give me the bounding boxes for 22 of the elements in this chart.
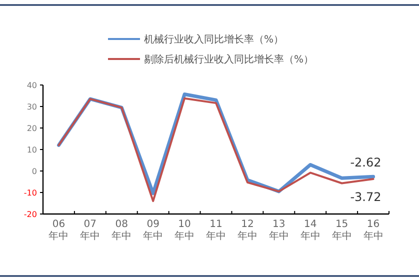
x-tick-label: 16年中 — [362, 219, 384, 243]
y-tick-label: -20 — [24, 210, 37, 219]
y-tick-label: 10 — [26, 146, 37, 154]
x-tick-label: 10年中 — [174, 219, 196, 243]
x-tick-label: 11年中 — [205, 219, 227, 243]
y-tick-label: -10 — [24, 188, 37, 198]
legend-label: 剔除后机械行业收入同比增长率（%） — [144, 54, 314, 66]
annotation: -3.72 — [350, 190, 382, 204]
annotation: -2.62 — [350, 156, 382, 170]
x-tick-label: 12年中 — [236, 219, 258, 243]
x-tick-label: 13年中 — [268, 219, 290, 243]
x-tick-label: 08年中 — [110, 219, 133, 243]
y-tick-label: 0 — [32, 167, 37, 176]
y-tick-label: 20 — [26, 124, 37, 133]
x-tick-label: 15年中 — [330, 219, 353, 243]
y-tick-label: 30 — [26, 102, 37, 112]
x-tick-label: 09年中 — [142, 219, 164, 243]
x-tick-label: 14年中 — [299, 219, 322, 243]
x-tick-label: 06年中 — [48, 219, 70, 243]
x-tick-label: 07年中 — [79, 219, 102, 243]
legend-label: 机械行业收入同比增长率（%） — [144, 34, 284, 46]
y-tick-label: 40 — [26, 81, 37, 90]
